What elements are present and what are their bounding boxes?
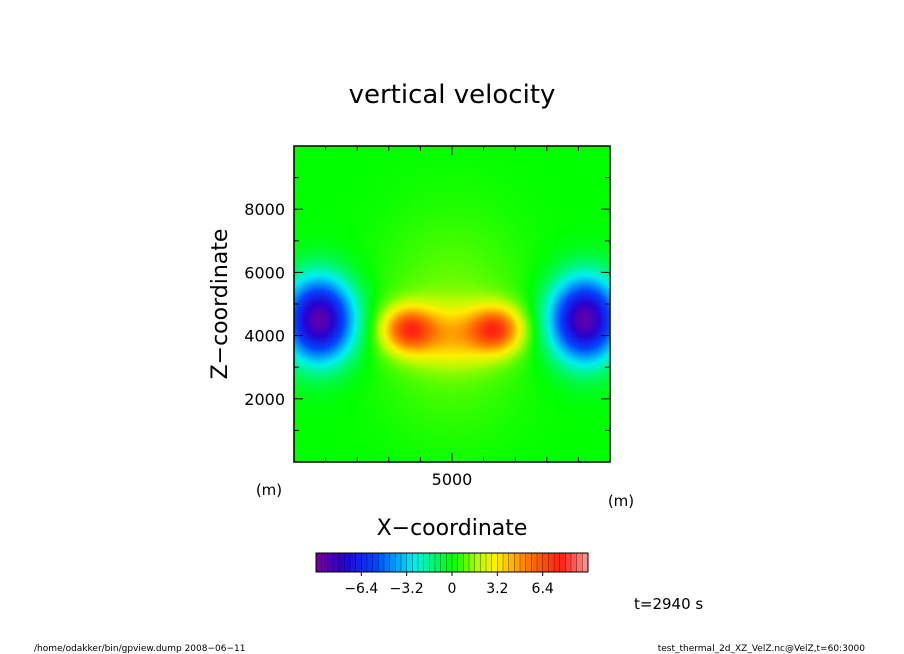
- colorbar-cell: [400, 552, 408, 573]
- colorbar-cell: [349, 552, 357, 573]
- x-axis-unit: (m): [608, 492, 634, 510]
- colorbar-cell: [338, 552, 345, 573]
- y-tick-label: 4000: [244, 327, 285, 346]
- footer-right: test_thermal_2d_XZ_VelZ.nc@VelZ,t=60:300…: [658, 644, 866, 654]
- colorbar-cell: [491, 552, 498, 573]
- colorbar-cell: [383, 552, 391, 573]
- time-label: t=2940 s: [634, 595, 703, 613]
- colorbar: −6.4 −3.2 0 3.2 6.4: [315, 552, 589, 597]
- colorbar-cell: [434, 552, 442, 573]
- colorbar-cell: [361, 552, 368, 573]
- colorbar-cell: [582, 552, 589, 573]
- colorbar-cells: [315, 552, 589, 573]
- colorbar-cell: [531, 552, 538, 573]
- colorbar-cell: [559, 552, 566, 573]
- colorbar-cell: [389, 552, 396, 573]
- y-tick-label: 8000: [244, 200, 285, 219]
- colorbar-cell: [502, 552, 510, 573]
- y-tick-label: 6000: [244, 263, 285, 282]
- colorbar-cell: [406, 552, 413, 573]
- colorbar-cell: [372, 552, 379, 573]
- colorbar-tick-label: 6.4: [532, 581, 554, 597]
- colorbar-cell: [519, 552, 527, 573]
- colorbar-cell: [553, 552, 561, 573]
- colorbar-cell: [565, 552, 572, 573]
- colorbar-cell: [355, 552, 362, 573]
- colorbar-cell: [429, 552, 436, 573]
- colorbar-cell: [417, 552, 425, 573]
- footer-left: /home/odakker/bin/gpview.dump 2008−06−11: [34, 644, 245, 654]
- colorbar-cell: [440, 552, 447, 573]
- colorbar-tick-label: 3.2: [486, 581, 508, 597]
- colorbar-cell: [446, 552, 453, 573]
- colorbar-cell: [548, 552, 555, 573]
- colorbar-cell: [542, 552, 549, 573]
- y-tick-labels: 2000 4000 6000 8000: [244, 200, 285, 409]
- colorbar-cell: [536, 552, 544, 573]
- x-tick-label: 5000: [432, 470, 473, 489]
- axis-ticks: [294, 146, 610, 462]
- x-axis-label: X−coordinate: [377, 516, 528, 541]
- y-axis-unit: (m): [256, 481, 282, 499]
- colorbar-cell: [497, 552, 504, 573]
- y-tick-label: 2000: [244, 390, 285, 409]
- plot-area: [293, 145, 611, 463]
- colorbar-cell: [525, 552, 532, 573]
- colorbar-cell: [395, 552, 402, 573]
- colorbar-cell: [468, 552, 476, 573]
- colorbar-cell: [321, 552, 328, 573]
- colorbar-tick-label: −6.4: [344, 581, 378, 597]
- colorbar-cell: [514, 552, 521, 573]
- colorbar-cell: [457, 552, 464, 573]
- y-axis-label: Z−coordinate: [208, 229, 233, 380]
- colorbar-cell: [451, 552, 459, 573]
- colorbar-cell: [508, 552, 515, 573]
- colorbar-cell: [463, 552, 470, 573]
- colorbar-tick-label: 0: [448, 581, 457, 597]
- heatmap-field: [294, 146, 610, 462]
- colorbar-cell: [344, 552, 351, 573]
- colorbar-cell: [485, 552, 493, 573]
- chart-title: vertical velocity: [349, 80, 556, 110]
- colorbar-cell: [480, 552, 487, 573]
- colorbar-cell: [412, 552, 419, 573]
- colorbar-tick-label: −3.2: [390, 581, 424, 597]
- colorbar-cell: [332, 552, 340, 573]
- colorbar-cell: [423, 552, 430, 573]
- colorbar-cell: [327, 552, 334, 573]
- colorbar-cell: [378, 552, 385, 573]
- colorbar-cell: [570, 552, 578, 573]
- colorbar-ticks: −6.4 −3.2 0 3.2 6.4: [344, 572, 554, 597]
- colorbar-cell: [366, 552, 374, 573]
- colorbar-cell: [474, 552, 481, 573]
- colorbar-cell: [315, 552, 323, 573]
- colorbar-cell: [576, 552, 583, 573]
- x-tick-labels: 5000: [432, 470, 473, 489]
